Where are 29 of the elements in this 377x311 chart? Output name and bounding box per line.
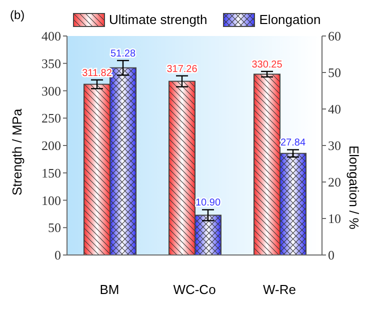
data-label: 330.25 xyxy=(252,59,283,70)
y-tick-label: 200 xyxy=(42,138,61,154)
x-tick-label: WC-Co xyxy=(173,282,216,298)
x-tick-label: BM xyxy=(100,282,120,298)
legend-label: Ultimate strength xyxy=(109,12,208,27)
y-tick-label: 50 xyxy=(48,220,61,236)
data-label: 27.84 xyxy=(280,138,306,149)
y2-tick-label: 50 xyxy=(328,65,341,80)
y2-tick-label: 40 xyxy=(328,102,341,117)
text: (b) xyxy=(10,8,25,22)
legend-label: Elongation xyxy=(259,12,321,27)
y2-tick-label: 10 xyxy=(328,211,341,226)
data-label: 51.28 xyxy=(110,48,136,60)
x-tick-label: W-Re xyxy=(263,282,296,298)
y2-tick-label: 0 xyxy=(328,248,334,263)
y-axis-title: Strength / MPa xyxy=(10,108,25,196)
y-tick-label: 300 xyxy=(42,83,61,98)
y-tick-label: 400 xyxy=(42,28,61,44)
y2-tick-label: 30 xyxy=(328,138,341,154)
data-label: 10.90 xyxy=(195,198,221,209)
y-tick-label: 350 xyxy=(42,56,61,71)
y-tick-label: 250 xyxy=(42,110,61,126)
y2-axis-title: Elongation / % xyxy=(346,146,362,230)
y-tick-label: 0 xyxy=(54,248,61,263)
y2-tick-label: 60 xyxy=(328,28,341,44)
y-tick-label: 100 xyxy=(42,192,61,208)
y-tick-label: 150 xyxy=(42,165,61,180)
y2-tick-label: 20 xyxy=(328,174,341,190)
data-label: 317.26 xyxy=(166,64,198,75)
